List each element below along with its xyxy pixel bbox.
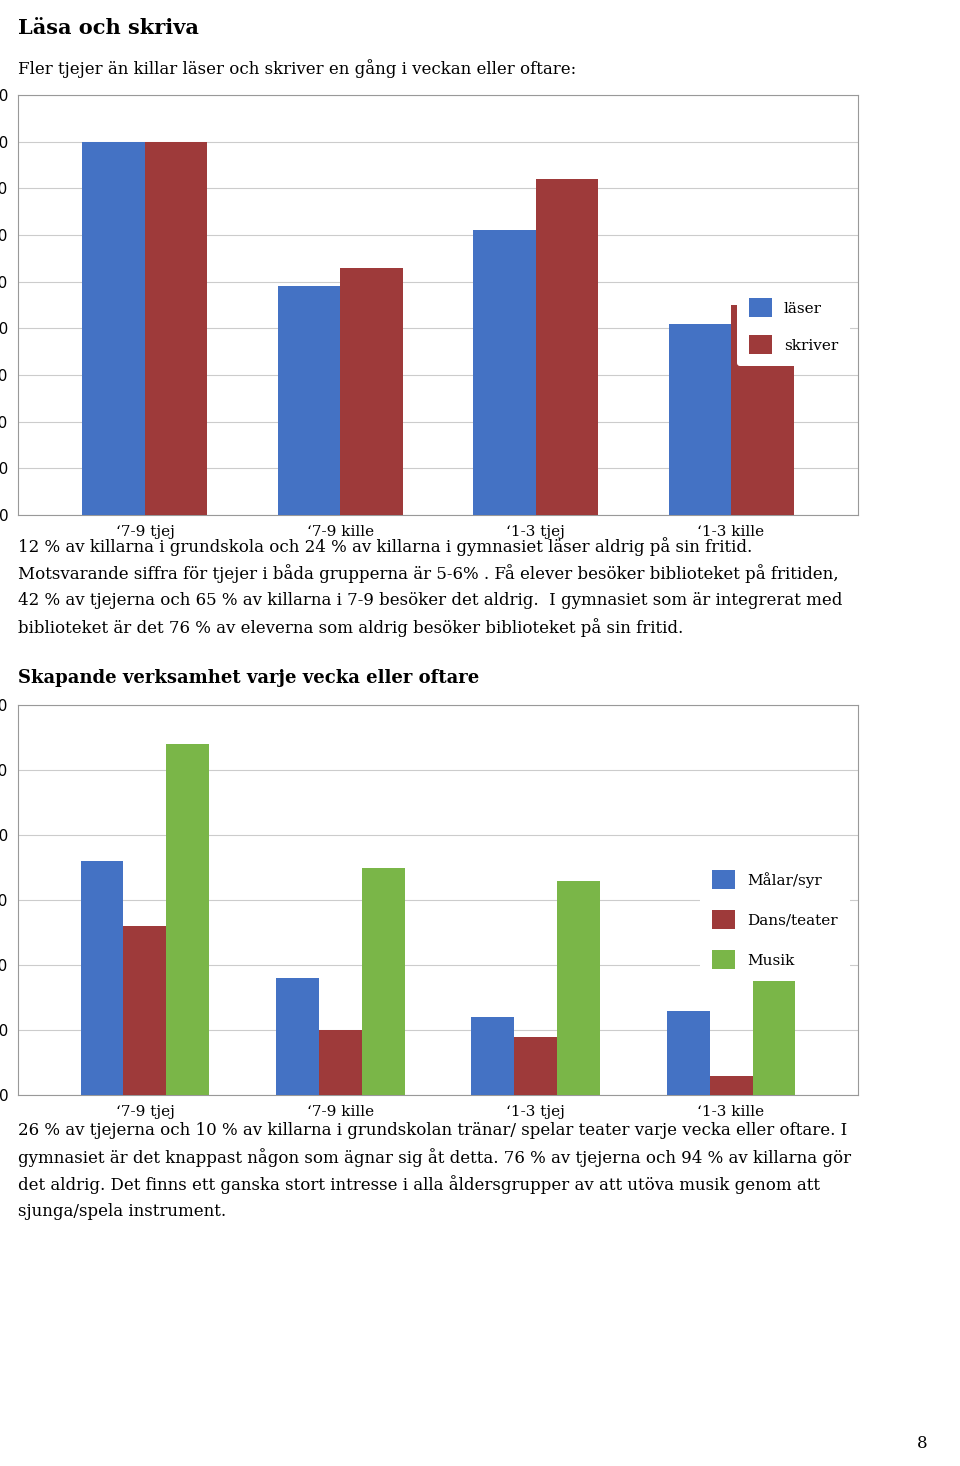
Text: gymnasiet är det knappast någon som ägnar sig åt detta. 76 % av tjejerna och 94 : gymnasiet är det knappast någon som ägna… [18, 1148, 852, 1167]
Text: 12 % av killarna i grundskola och 24 % av killarna i gymnasiet läser aldrig på s: 12 % av killarna i grundskola och 24 % a… [18, 537, 753, 556]
Text: 8: 8 [917, 1435, 927, 1453]
Bar [731, 305, 794, 515]
Bar [341, 268, 403, 515]
Bar [557, 881, 600, 1095]
Text: Motsvarande siffra för tjejer i båda grupperna är 5-6% . Få elever besöker bibli: Motsvarande siffra för tjejer i båda gru… [18, 564, 839, 583]
Bar [362, 868, 405, 1095]
Text: biblioteket är det 76 % av eleverna som aldrig besöker biblioteket på sin fritid: biblioteket är det 76 % av eleverna som … [18, 619, 684, 636]
Text: Skapande verksamhet varje vecka eller oftare: Skapande verksamhet varje vecka eller of… [18, 668, 479, 688]
Bar [668, 324, 731, 515]
Bar [709, 1076, 753, 1095]
Bar [473, 230, 536, 515]
Bar [83, 142, 145, 515]
Text: Fler tjejer än killar läser och skriver en gång i veckan eller oftare:: Fler tjejer än killar läser och skriver … [18, 60, 576, 79]
Bar [536, 179, 598, 515]
Text: 42 % av tjejerna och 65 % av killarna i 7-9 besöker det aldrig.  I gymnasiet som: 42 % av tjejerna och 65 % av killarna i … [18, 592, 842, 608]
Bar [145, 142, 207, 515]
Bar [124, 927, 166, 1095]
Bar [81, 861, 124, 1095]
Bar [471, 1017, 515, 1095]
Legend: läser, skriver: läser, skriver [736, 286, 851, 366]
Bar [277, 286, 341, 515]
Text: Läsa och skriva: Läsa och skriva [18, 18, 199, 38]
Bar [666, 1010, 709, 1095]
Bar [166, 745, 209, 1095]
Legend: Målar/syr, Dans/teater, Musik: Målar/syr, Dans/teater, Musik [700, 858, 851, 981]
Bar [753, 906, 796, 1095]
Text: 26 % av tjejerna och 10 % av killarna i grundskolan tränar/ spelar teater varje : 26 % av tjejerna och 10 % av killarna i … [18, 1121, 848, 1139]
Bar [319, 1031, 362, 1095]
Text: det aldrig. Det finns ett ganska stort intresse i alla åldersgrupper av att utöv: det aldrig. Det finns ett ganska stort i… [18, 1176, 820, 1193]
Text: sjunga/spela instrument.: sjunga/spela instrument. [18, 1204, 227, 1220]
Bar [515, 1036, 557, 1095]
Bar [276, 978, 319, 1095]
